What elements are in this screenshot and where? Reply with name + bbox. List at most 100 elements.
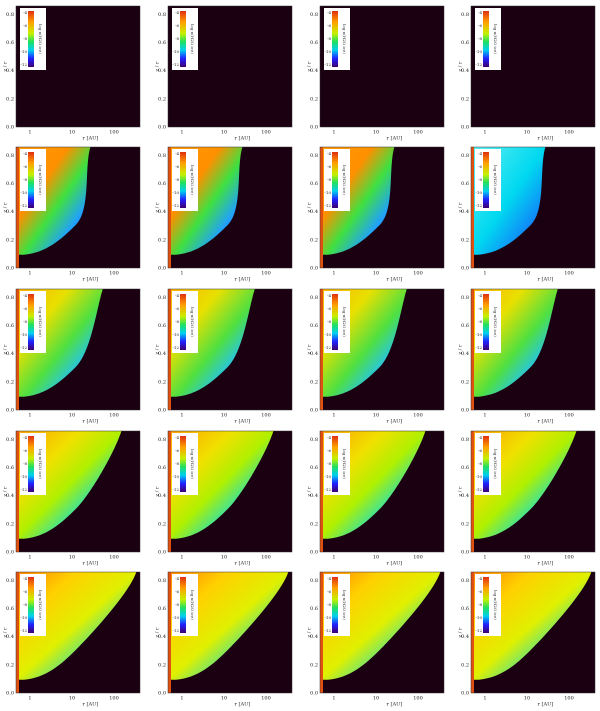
x-tick-label: 100 — [413, 696, 423, 702]
y-tick-label: 0.0 — [310, 550, 318, 556]
colorbar-tick-label: -8 — [478, 177, 482, 182]
y-tick-label: 0.0 — [158, 266, 166, 272]
colorbar-label: log n(H2O ice) — [342, 449, 347, 479]
inner-edge — [320, 431, 323, 552]
colorbar-tick-label: -4 — [175, 151, 179, 156]
y-axis-label: z / r — [307, 627, 313, 637]
colorbar — [332, 577, 338, 633]
y-tick-label: 0.2 — [461, 662, 469, 668]
colorbar-tick-label: -8 — [327, 177, 331, 182]
y-tick-label: 0.8 — [158, 12, 166, 18]
x-axis-label: r [AU] — [83, 136, 99, 142]
plot-frame — [319, 146, 445, 269]
y-axis-label: z / r — [458, 202, 464, 212]
plot-frame — [167, 288, 293, 411]
y-tick-label: 0.6 — [461, 606, 469, 612]
y-axis-label: z / r — [458, 486, 464, 496]
y-tick-label: 0.4 — [310, 634, 318, 640]
colorbar-tick-label: -4 — [327, 293, 331, 298]
y-tick-label: 0.2 — [158, 379, 166, 385]
colorbar-tick-label: -6 — [175, 164, 179, 169]
y-tick-label: 0.2 — [6, 662, 14, 668]
x-tick-label: 100 — [261, 271, 271, 277]
colorbar-tick-label: -6 — [327, 448, 331, 453]
colorbar — [483, 294, 489, 350]
x-tick-label: 10 — [69, 130, 75, 136]
plot-frame — [470, 5, 596, 128]
colorbar-tick-label: -6 — [175, 306, 179, 311]
y-tick-label: 0.0 — [6, 125, 14, 131]
x-tick-label: 10 — [221, 271, 227, 277]
x-axis-label: r [AU] — [83, 561, 99, 567]
plot-frame — [470, 146, 596, 269]
colorbar-tick-label: -10 — [325, 49, 332, 54]
y-tick-label: 0.8 — [461, 578, 469, 584]
x-tick-label: 100 — [109, 696, 119, 702]
colorbar-tick-label: -12 — [325, 62, 332, 67]
y-tick-label: 0.2 — [461, 521, 469, 527]
inner-edge — [320, 572, 323, 693]
colorbar-label: log n(H2O ice) — [493, 165, 498, 195]
y-tick-label: 0.0 — [461, 691, 469, 697]
y-tick-label: 0.6 — [158, 323, 166, 329]
colorbar-tick-label: -10 — [173, 49, 180, 54]
y-axis-label: z / r — [3, 627, 9, 637]
colorbar-tick-label: -12 — [21, 345, 28, 350]
y-tick-label: 0.4 — [6, 493, 14, 499]
y-tick-label: 0.4 — [158, 351, 166, 357]
colorbar — [180, 294, 186, 350]
y-tick-label: 0.2 — [158, 237, 166, 243]
colorbar — [332, 152, 338, 208]
panel: 0.0 0.2 0.4 0.6 0.8 z / r 1 10 100 r [AU] -4 -6 -8 -1… — [307, 146, 445, 283]
colorbar-tick-label: -8 — [175, 36, 179, 41]
y-tick-label: 0.6 — [6, 465, 14, 471]
plot-frame — [167, 146, 293, 269]
x-axis-label: r [AU] — [538, 561, 554, 567]
colorbar-tick-label: -12 — [325, 345, 332, 350]
panel: 0.0 0.2 0.4 0.6 0.8 z / r 1 10 100 r [AU] -4 -6 -8 -1… — [155, 430, 293, 567]
colorbar — [483, 11, 489, 67]
x-tick-label: 100 — [261, 130, 271, 136]
colorbar-tick-label: -12 — [476, 628, 483, 633]
x-tick-label: 10 — [69, 413, 75, 419]
y-tick-label: 0.0 — [461, 125, 469, 131]
panel: 0.0 0.2 0.4 0.6 0.8 z / r 1 10 100 r [AU] -4 -6 -8 -1… — [3, 5, 141, 142]
colorbar-tick-label: -4 — [175, 10, 179, 15]
x-axis-label: r [AU] — [538, 419, 554, 425]
colorbar-tick-label: -12 — [173, 487, 180, 492]
colorbar-tick-label: -12 — [476, 203, 483, 208]
colorbar-tick-label: -10 — [173, 190, 180, 195]
x-axis-label: r [AU] — [387, 136, 403, 142]
x-tick-label: 10 — [524, 130, 530, 136]
x-axis-label: r [AU] — [83, 277, 99, 283]
x-tick-label: 1 — [28, 130, 31, 136]
colorbar-tick-label: -8 — [478, 36, 482, 41]
colorbar-tick-label: -10 — [173, 474, 180, 479]
x-tick-label: 10 — [69, 271, 75, 277]
colorbar-tick-label: -12 — [325, 628, 332, 633]
y-tick-label: 0.0 — [6, 550, 14, 556]
plot-frame — [15, 146, 141, 269]
colorbar-tick-label: -6 — [478, 164, 482, 169]
plot-frame — [15, 288, 141, 411]
x-tick-label: 1 — [332, 696, 335, 702]
x-axis-label: r [AU] — [387, 561, 403, 567]
y-axis-label: z / r — [155, 344, 161, 354]
x-tick-label: 1 — [180, 130, 183, 136]
y-axis-label: z / r — [3, 61, 9, 71]
x-tick-label: 10 — [524, 696, 530, 702]
colorbar-tick-label: -8 — [23, 602, 27, 607]
y-tick-label: 0.8 — [461, 437, 469, 443]
y-tick-label: 0.6 — [461, 40, 469, 46]
colorbar-tick-label: -4 — [478, 151, 482, 156]
colorbar-tick-label: -8 — [23, 319, 27, 324]
y-tick-label: 0.4 — [158, 68, 166, 74]
colorbar-tick-label: -4 — [23, 576, 27, 581]
y-axis-label: z / r — [155, 627, 161, 637]
panel: 0.0 0.2 0.4 0.6 0.8 z / r 1 10 100 r [AU] -4 -6 -8 -1… — [155, 146, 293, 283]
x-axis-label: r [AU] — [235, 136, 251, 142]
panel: 0.0 0.2 0.4 0.6 0.8 z / r 1 10 100 r [AU] -4 -6 -8 -1… — [155, 571, 293, 708]
y-tick-label: 0.4 — [461, 493, 469, 499]
x-tick-label: 100 — [413, 413, 423, 419]
panel: 0.0 0.2 0.4 0.6 0.8 z / r 1 10 100 r [AU] -4 -6 -8 -1… — [307, 288, 445, 425]
